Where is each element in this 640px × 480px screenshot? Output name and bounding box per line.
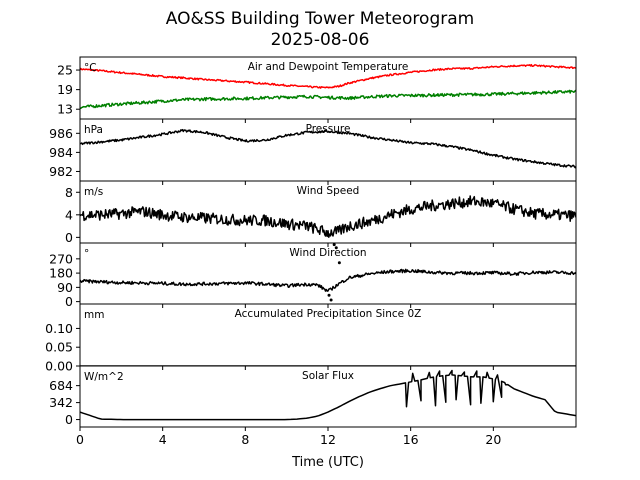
series-point-wind-direction xyxy=(337,261,341,265)
y-tick-label: 25 xyxy=(57,63,73,78)
chart-title-line2: 2025-08-06 xyxy=(271,30,370,50)
panel-title: Accumulated Precipitation Since 0Z xyxy=(235,308,422,320)
series-line-dewpoint-temperature xyxy=(80,89,576,110)
panel-unit-label: hPa xyxy=(84,124,103,136)
y-tick-label: 4 xyxy=(65,207,73,222)
panel-series-group xyxy=(80,195,576,238)
panel-series-group xyxy=(80,128,576,169)
series-point-wind-direction xyxy=(332,243,336,247)
y-tick-label: 270 xyxy=(49,251,73,266)
y-tick-label: 684 xyxy=(49,378,73,393)
x-tick-label: 12 xyxy=(320,432,336,447)
y-tick-label: 982 xyxy=(49,164,73,179)
y-tick-label: 986 xyxy=(49,126,73,141)
series-point-wind-direction xyxy=(334,246,338,250)
panel-unit-label: m/s xyxy=(84,186,103,198)
y-tick-label: 984 xyxy=(49,145,73,160)
series-point-wind-direction xyxy=(329,298,333,302)
panel-unit-label: ° xyxy=(84,248,89,260)
chart-title-line1: AO&SS Building Tower Meteorogram xyxy=(166,9,474,29)
y-tick-label: 90 xyxy=(57,280,73,295)
x-tick-label: 16 xyxy=(403,432,419,447)
x-tick-label: 8 xyxy=(241,432,249,447)
panel-temp: 13 19 25 °C Air and Dewpoint Temperature xyxy=(57,56,577,123)
y-tick-label: 13 xyxy=(57,102,73,117)
panel-title: Air and Dewpoint Temperature xyxy=(248,61,409,73)
panel-series-group xyxy=(80,369,576,421)
panel-solar: 0 342 684 W/m^2 Solar Flux 0 4 8 12 16 20 xyxy=(49,365,577,447)
series-line-pressure xyxy=(80,128,576,169)
y-tick-label: 0.05 xyxy=(45,340,73,355)
y-tick-label: 0.10 xyxy=(45,321,73,336)
series-line-solar-flux xyxy=(80,369,576,421)
y-tick-label: 0 xyxy=(65,230,73,245)
series-line-air-temperature xyxy=(80,63,576,89)
y-tick-label: 342 xyxy=(49,395,73,410)
y-tick-label: 0 xyxy=(65,412,73,427)
panel-precip: 0.00 0.05 0.10 mm Accumulated Precipitation … xyxy=(45,303,577,374)
x-axis-label: Time (UTC) xyxy=(291,455,364,470)
panel-title: Pressure xyxy=(306,123,351,135)
series-line-wind-speed xyxy=(80,195,576,238)
panel-wspd: 0 4 8 m/s Wind Speed xyxy=(65,180,577,247)
panel-title: Wind Direction xyxy=(289,247,366,259)
x-tick-label: 0 xyxy=(76,432,84,447)
panel-title: Solar Flux xyxy=(302,370,354,382)
panel-unit-label: °C xyxy=(84,62,97,74)
series-point-wind-direction xyxy=(327,293,331,297)
panel-unit-label: mm xyxy=(84,309,104,321)
x-tick-label: 20 xyxy=(485,432,501,447)
y-tick-label: 8 xyxy=(65,185,73,200)
y-tick-label: 19 xyxy=(57,82,73,97)
y-tick-label: 0.00 xyxy=(45,359,73,374)
panel-unit-label: W/m^2 xyxy=(84,371,124,383)
y-tick-label: 180 xyxy=(49,266,73,281)
x-tick-label: 4 xyxy=(159,432,167,447)
panel-pressure: 982 984 986 hPa Pressure xyxy=(49,118,577,185)
y-tick-label: 0 xyxy=(65,294,73,309)
panel-title: Wind Speed xyxy=(297,185,360,197)
panel-series-group xyxy=(80,63,576,110)
series-line-wind-direction xyxy=(80,268,576,292)
panel-series-group xyxy=(80,243,576,302)
